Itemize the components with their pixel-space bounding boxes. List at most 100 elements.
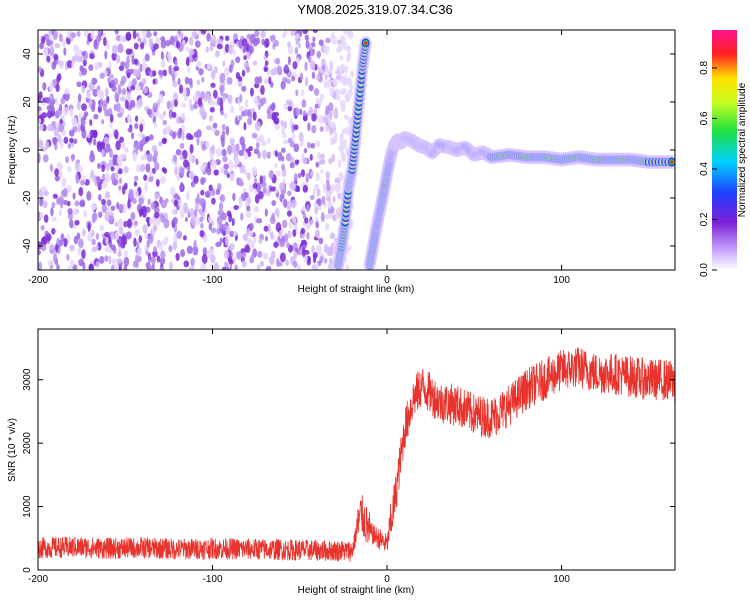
spectral-speckle (160, 213, 164, 220)
spectral-speckle (324, 45, 330, 55)
spectral-speckle (49, 163, 54, 172)
spectral-speckle (69, 244, 75, 252)
spectral-speckle (248, 45, 254, 54)
spectral-speckle (209, 99, 216, 106)
spectral-speckle (332, 195, 336, 204)
spectral-speckle (140, 155, 145, 161)
y-tick-label: -20 (22, 190, 33, 205)
spectral-speckle (253, 83, 260, 89)
spectral-speckle (112, 153, 116, 164)
spectral-speckle (286, 78, 291, 84)
spectral-speckle (291, 133, 296, 141)
spectral-speckle (211, 197, 216, 205)
spectral-speckle (132, 152, 138, 162)
spectral-speckle (41, 112, 48, 119)
spectral-speckle (163, 167, 168, 174)
spectral-speckle (262, 174, 266, 184)
spectral-speckle (138, 97, 143, 107)
spectral-speckle (252, 60, 258, 66)
spectral-speckle (287, 56, 291, 66)
spectral-speckle (76, 55, 83, 63)
spectral-speckle (133, 181, 138, 187)
y-tick-label: 0 (22, 567, 33, 573)
spectral-speckle (312, 30, 319, 34)
spectral-speckle (274, 150, 279, 158)
spectral-speckle (58, 123, 64, 133)
spectral-speckle (67, 265, 72, 270)
spectral-speckle (227, 94, 233, 103)
spectral-speckle (137, 37, 142, 43)
spectral-speckle (220, 110, 225, 116)
spectral-speckle (324, 63, 328, 74)
spectral-speckle (250, 240, 256, 249)
spectral-speckle (275, 222, 282, 233)
spectral-speckle (312, 187, 316, 198)
spectral-speckle (114, 221, 119, 227)
spectral-speckle (188, 78, 193, 86)
spectral-speckle (238, 115, 243, 121)
spectral-speckle (330, 137, 334, 145)
spectral-speckle (132, 30, 137, 40)
spectral-speckle (208, 184, 213, 192)
spectral-speckle (93, 129, 98, 139)
spectral-speckle (224, 43, 230, 53)
spectral-speckle (40, 225, 45, 231)
spectral-speckle (254, 30, 260, 37)
spectral-speckle (317, 66, 322, 73)
spectral-speckle (305, 222, 312, 230)
spectral-speckle (243, 54, 247, 61)
spectral-speckle (301, 205, 306, 212)
spectral-speckle (160, 36, 166, 42)
spectral-speckle (151, 167, 156, 175)
spectral-speckle (262, 187, 267, 194)
spectral-speckle (121, 88, 127, 96)
spectral-speckle (176, 230, 183, 239)
spectral-speckle (105, 236, 109, 245)
spectral-speckle (66, 184, 72, 193)
spectral-speckle (291, 216, 297, 224)
spectral-speckle (156, 216, 161, 226)
spectral-speckle (256, 264, 261, 270)
spectral-speckle (187, 66, 191, 73)
spectral-speckle (152, 102, 159, 112)
colorbar-tick-label: 0.8 (699, 61, 710, 75)
spectral-speckle (232, 256, 237, 264)
spectral-speckle (198, 68, 204, 76)
spectral-speckle (313, 88, 320, 96)
spectral-speckle (181, 102, 187, 108)
spectral-speckle (190, 181, 196, 188)
spectral-speckle (245, 210, 252, 219)
spectral-speckle (67, 208, 73, 215)
spectral-speckle (127, 115, 133, 124)
spectral-speckle (269, 231, 274, 240)
spectral-speckle (329, 232, 336, 240)
spectral-speckle (301, 247, 306, 258)
spectral-speckle (169, 186, 176, 196)
spectral-speckle (52, 193, 58, 199)
spectral-speckle (54, 175, 60, 182)
spectral-speckle (200, 91, 206, 100)
spectral-speckle (168, 108, 174, 119)
spectral-speckle (263, 225, 269, 232)
spectral-speckle (325, 124, 330, 133)
spectral-speckle (197, 97, 203, 107)
spectral-speckle (273, 241, 279, 248)
spectral-speckle (38, 106, 42, 112)
spectral-speckle (146, 108, 152, 116)
spectral-speckle (195, 158, 199, 166)
spectral-speckle (225, 125, 230, 136)
spectral-speckle (90, 102, 96, 113)
spectral-speckle (240, 212, 244, 221)
spectral-speckle (134, 115, 139, 123)
spectral-speckle (259, 175, 263, 185)
spectral-speckle (314, 206, 319, 215)
spectral-speckle (264, 60, 269, 66)
spectral-speckle (318, 159, 325, 165)
spectral-speckle (136, 84, 140, 93)
spectral-speckle (226, 210, 232, 217)
spectral-speckle (222, 60, 226, 67)
spectral-speckle (275, 187, 279, 194)
spectral-speckle (103, 37, 107, 47)
spectral-speckle (75, 176, 80, 184)
colorbar: 0.0 0.2 0.4 0.6 0.8 Normalized spectral ampl… (699, 30, 748, 277)
